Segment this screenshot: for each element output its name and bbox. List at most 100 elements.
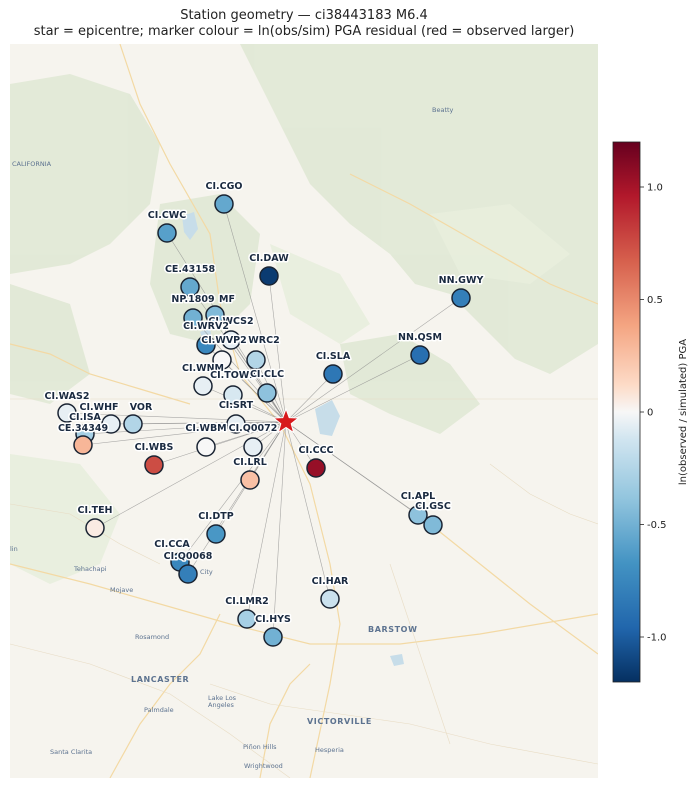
figure-title: Station geometry — ci38443183 M6.4 [180, 8, 428, 23]
epicentre-ray [285, 354, 421, 423]
station-marker[interactable] [196, 437, 216, 457]
colorbar-tick-label: 1.0 [647, 183, 663, 194]
station-marker[interactable] [85, 518, 105, 538]
place-label-pinon-hills: Piñon Hills [243, 743, 277, 751]
station-label: VOR [130, 402, 153, 413]
colorbar-ticks: -1.0 -0.5 0 0.5 1.0 [640, 183, 667, 644]
place-label-angeles: Angeles [208, 701, 234, 709]
epicentre-ray [132, 421, 287, 425]
place-label-lake-los-angeles: Lake Los Angeles [208, 694, 238, 709]
station-marker[interactable] [196, 335, 216, 355]
station-label: CI.CWC [148, 210, 187, 221]
terrain-light-layer [10, 204, 570, 584]
place-label-wrightwood: Wrightwood [244, 762, 283, 770]
epicentre-ray [246, 421, 287, 620]
epicentre-ray [187, 421, 287, 575]
station-marker[interactable] [193, 376, 213, 396]
place-label-lancaster: LANCASTER [131, 675, 189, 684]
place-label-lin: lin [10, 545, 18, 553]
station-label: CI.CGO [206, 181, 243, 192]
epicentre-star-icon [272, 407, 300, 434]
epicentre-ray [285, 297, 462, 423]
water-layer [182, 212, 404, 666]
place-label-rosamond: Rosamond [135, 633, 169, 641]
station-marker[interactable] [144, 455, 164, 475]
station-marker[interactable] [180, 277, 200, 297]
place-label-california: CALIFORNIA [12, 160, 52, 168]
station-label-layer: CI.CGO CI.CWC CI.DAW CE.43158 NP.1809 MF CI.WC… [43, 180, 485, 627]
station-label: MF [219, 294, 235, 305]
epicentre-ray [285, 421, 331, 600]
station-marker[interactable] [183, 308, 203, 328]
station-label: CI.WBS [135, 442, 174, 453]
station-label: CI.WAS2 [45, 391, 90, 402]
place-label-tehachapi: Tehachapi [73, 565, 107, 573]
station-marker[interactable] [73, 435, 93, 455]
station-marker[interactable] [323, 364, 343, 384]
station-marker[interactable] [123, 414, 143, 434]
station-marker[interactable] [223, 385, 243, 405]
station-label: NN.QSM [398, 332, 442, 343]
station-marker[interactable] [214, 194, 234, 214]
station-marker[interactable] [212, 350, 232, 370]
station-label: CI.WCS2 [208, 316, 253, 327]
station-marker[interactable] [205, 305, 225, 325]
station-label: CI.WNM [182, 363, 224, 374]
station-marker[interactable] [57, 403, 77, 423]
station-marker[interactable] [257, 383, 277, 403]
station-marker[interactable] [320, 589, 340, 609]
station-marker[interactable] [259, 266, 279, 286]
station-label: CE.43158 [165, 264, 216, 275]
station-label: CI.GSC [415, 501, 451, 512]
station-label: CI.HYS [255, 614, 291, 625]
station-marker[interactable] [408, 505, 428, 525]
place-label-barstow: BARSTOW [368, 625, 418, 634]
place-label-city: City [200, 568, 213, 576]
station-marker[interactable] [451, 288, 471, 308]
place-labels: CALIFORNIA Beatty Tehachapi Mojave City … [10, 106, 454, 770]
station-marker[interactable] [423, 515, 443, 535]
station-label: NN.GWY [439, 275, 484, 286]
station-label: CI.CCC [298, 445, 333, 456]
epicentre-ray [272, 421, 287, 638]
station-label: CI.HAR [312, 576, 349, 587]
place-label-mojave: Mojave [110, 586, 133, 594]
colorbar-label: ln(observed / simulated) PGA [678, 339, 689, 485]
station-label: CI.CCA [154, 539, 190, 550]
station-label: CI.APL [401, 491, 435, 502]
station-label: WRC2 [248, 335, 279, 346]
colorbar-tick-label: -0.5 [647, 520, 667, 531]
station-marker[interactable] [221, 330, 241, 350]
station-label: CI.LRL [233, 457, 267, 468]
epicentre-layer [272, 407, 300, 434]
epicentre-ray [202, 385, 287, 423]
station-marker[interactable] [243, 437, 263, 457]
station-marker[interactable] [410, 345, 430, 365]
station-marker[interactable] [157, 223, 177, 243]
station-marker[interactable] [306, 458, 326, 478]
colorbar: -1.0 -0.5 0 0.5 1.0 ln(observed / simulated)… [612, 141, 689, 683]
station-label: CI.SRT [219, 400, 254, 411]
colorbar-gradient [612, 141, 641, 683]
station-marker[interactable] [237, 609, 257, 629]
station-label: CI.TOW2 [210, 370, 256, 381]
station-label: CI.Q0072 [229, 423, 278, 434]
station-marker[interactable] [263, 627, 283, 647]
epicentre-ray [192, 317, 287, 423]
place-label-hesperia: Hesperia [315, 746, 344, 754]
station-marker[interactable] [206, 524, 226, 544]
station-label: CI.WRV2 [183, 321, 229, 332]
station-label: CI.DAW [249, 253, 289, 264]
colorbar-tick-label: 0 [647, 408, 653, 419]
place-label-palmdale: Palmdale [144, 706, 174, 714]
station-marker[interactable] [226, 414, 246, 434]
colorbar-tick-label: -1.0 [647, 633, 667, 644]
station-label: CI.WBM [185, 423, 226, 434]
station-marker[interactable] [178, 564, 198, 584]
station-marker[interactable] [246, 350, 266, 370]
station-label: CI.WVP2 [201, 335, 247, 346]
place-label-beatty: Beatty [432, 106, 454, 114]
station-marker[interactable] [240, 470, 260, 490]
station-label: CI.LMR2 [225, 596, 269, 607]
station-marker[interactable] [101, 414, 121, 434]
